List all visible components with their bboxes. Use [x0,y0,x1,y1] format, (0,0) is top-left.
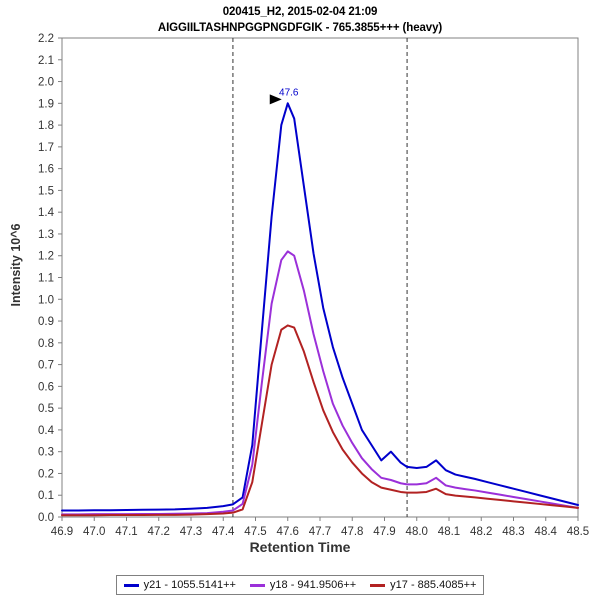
legend-item[interactable]: y21 - 1055.5141++ [123,579,236,591]
y-tick-label: 1.9 [38,98,54,110]
x-tick-label: 48.4 [535,526,558,538]
legend-color-swatch [370,583,386,587]
x-tick-label: 47.3 [180,526,202,538]
x-tick-label: 47.2 [148,526,170,538]
legend-color-swatch [249,583,265,587]
x-tick-label: 46.9 [51,526,73,538]
chart-legend: y21 - 1055.5141++ y18 - 941.9506++ y17 - 8… [116,575,484,595]
y-tick-label: 1.7 [38,142,54,154]
y-tick-label: 0.3 [38,447,54,459]
x-axis-label: Retention Time [249,539,351,555]
y-tick-label: 0.5 [38,403,54,415]
peak-apex-label: 47.6 [279,87,299,98]
legend-label: y18 - 941.9506++ [269,579,357,591]
y-tick-label: 2.2 [38,33,54,45]
x-tick-label: 48.0 [406,526,428,538]
chart-title: 020415_H2, 2015-02-04 21:09 AIGGIILTASHN… [0,4,600,36]
y-tick-label: 1.2 [38,251,54,263]
x-tick-label: 47.1 [115,526,137,538]
y-tick-label: 0.2 [38,468,54,480]
y-tick-label: 1.6 [38,164,54,176]
legend-item[interactable]: y18 - 941.9506++ [249,579,357,591]
legend-label: y21 - 1055.5141++ [143,579,236,591]
chart-title-line-2: AIGGIILTASHNPGGPNGDFGIK - 765.3855+++ (h… [157,22,443,34]
y-tick-label: 0.6 [38,381,54,393]
series-line [61,250,579,516]
plot-frame [61,37,579,518]
x-tick-label: 48.5 [567,526,589,538]
y-tick-label: 1.3 [38,229,54,241]
y-tick-label: 2.1 [38,55,54,67]
y-tick-label: 0.7 [38,360,54,372]
y-tick-label: 1.0 [38,294,54,306]
y-tick-label: 0.1 [38,490,54,502]
x-tick-label: 47.4 [212,526,235,538]
x-tick-label: 48.3 [502,526,524,538]
y-tick-label: 0.8 [38,338,54,350]
y-tick-label: 1.5 [38,185,54,197]
peak-apex-marker-icon [269,94,282,105]
series-line [61,102,579,512]
x-tick-label: 47.0 [83,526,105,538]
y-tick-label: 1.8 [38,120,54,132]
x-tick-label: 47.7 [309,526,331,538]
legend-color-swatch [123,583,139,587]
y-tick-label: 0.9 [38,316,54,328]
y-tick-label: 2.0 [38,77,54,89]
series-line [61,324,579,517]
y-tick-label: 1.4 [38,207,55,219]
x-tick-label: 48.1 [438,526,460,538]
y-tick-label: 0.4 [38,425,55,437]
x-tick-label: 47.9 [373,526,395,538]
y-tick-label: 1.1 [38,273,54,285]
legend-item[interactable]: y17 - 885.4085++ [370,579,476,591]
x-tick-label: 47.5 [244,526,266,538]
legend-label: y17 - 885.4085++ [390,579,477,591]
x-tick-label: 47.6 [277,526,299,538]
chart-title-line-1: 020415_H2, 2015-02-04 21:09 [222,6,378,18]
x-tick-label: 48.2 [470,526,492,538]
y-tick-label: 0.0 [38,512,54,524]
x-tick-label: 47.8 [341,526,363,538]
